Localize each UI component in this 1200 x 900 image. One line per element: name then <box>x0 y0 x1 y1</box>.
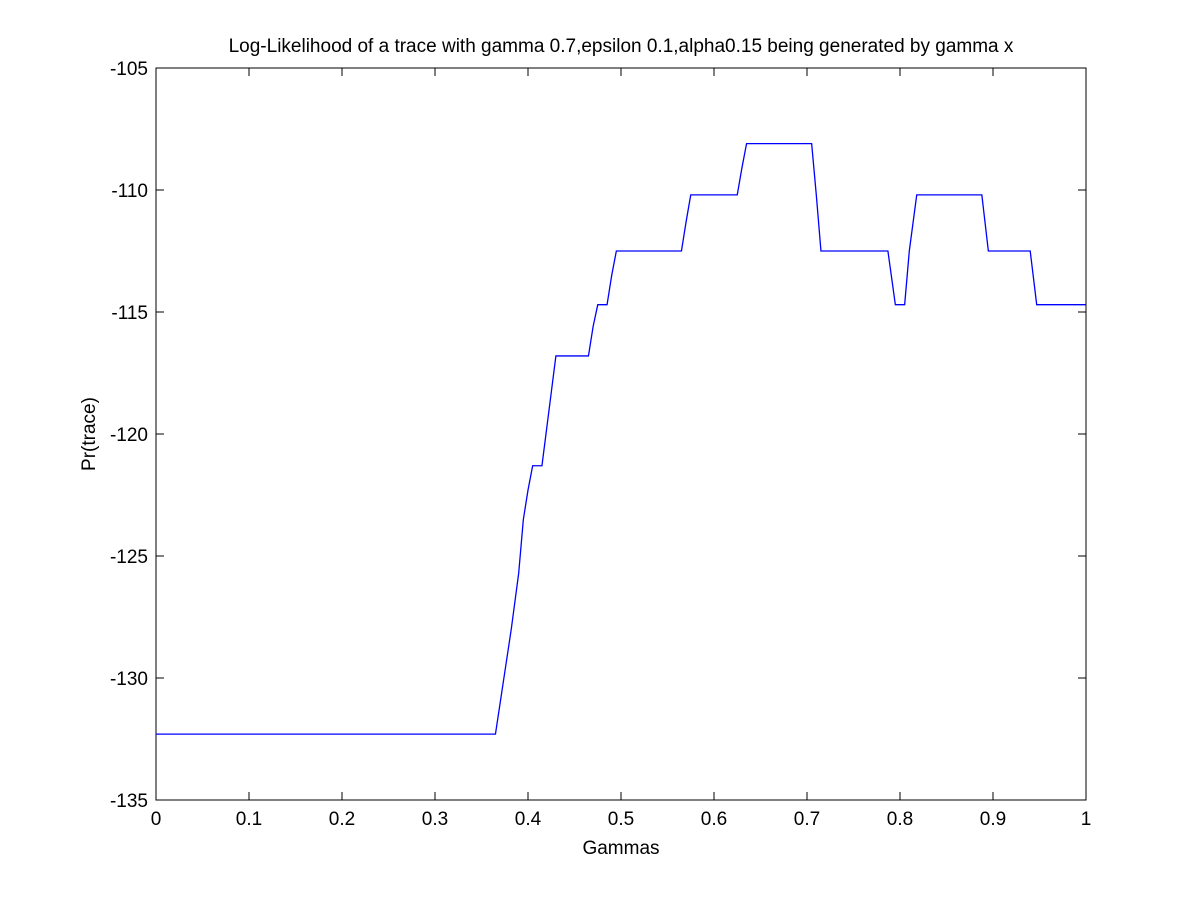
axes-box <box>155 67 1087 801</box>
series-line <box>156 142 1086 735</box>
y-tick-label: -105 <box>110 59 148 80</box>
y-tick-label: -120 <box>110 425 148 446</box>
x-tick-label: 0.9 <box>980 809 1006 830</box>
tick-labels-layer: 0 0.1 0.2 0.3 0.4 0.5 0.6 0.7 0.8 0.9 1 -135 -130 -12… <box>110 59 1091 830</box>
x-tick-label: 1 <box>1081 809 1092 830</box>
y-tick-label: -125 <box>110 547 148 568</box>
y-tick-label: -130 <box>110 669 148 690</box>
x-tick-label: 0.8 <box>887 809 913 830</box>
x-tick-label: 0.1 <box>236 809 262 830</box>
x-tick-label: 0.2 <box>329 809 355 830</box>
y-tick-label: -135 <box>110 791 148 812</box>
x-axis-label: Gammas <box>582 838 659 859</box>
y-axis-label: Pr(trace) <box>79 397 100 471</box>
x-tick-label: 0.7 <box>794 809 820 830</box>
y-tick-label: -115 <box>111 303 148 324</box>
x-tick-label: 0.3 <box>422 809 448 830</box>
x-tick-label: 0 <box>151 809 162 830</box>
x-tick-label: 0.5 <box>608 809 634 830</box>
y-tick-label: -110 <box>111 181 148 202</box>
chart-title: Log-Likelihood of a trace with gamma 0.7… <box>229 36 1014 57</box>
x-tick-label: 0.4 <box>515 809 542 830</box>
ticks-layer <box>155 67 1087 801</box>
x-tick-label: 0.6 <box>701 809 727 830</box>
